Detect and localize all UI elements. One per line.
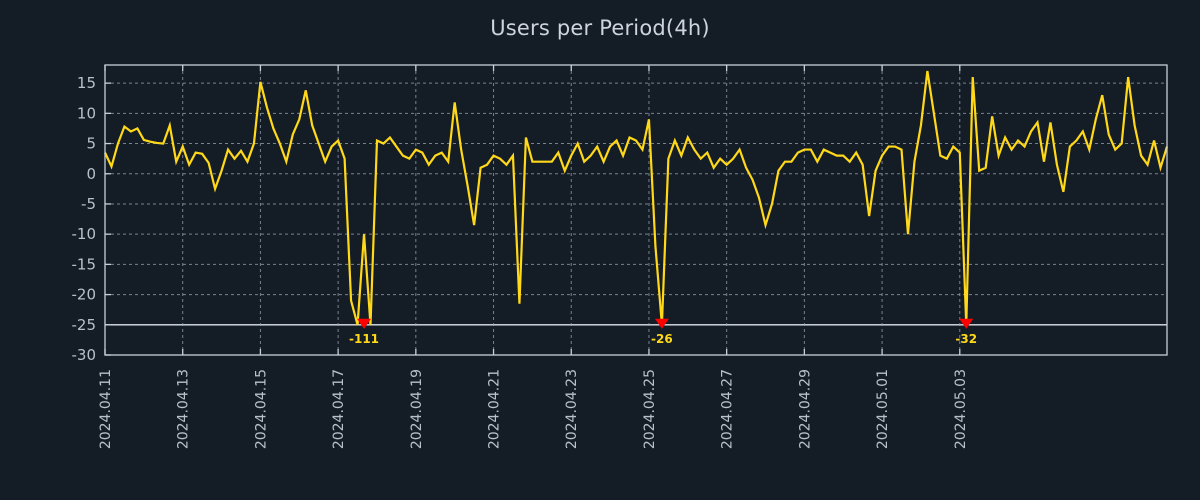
x-axis-tick-label: 2024.04.25	[642, 369, 658, 449]
y-axis-tick-label: 0	[86, 165, 96, 183]
plot-frame	[104, 64, 1168, 356]
y-axis-tick-label: 5	[86, 135, 96, 153]
anomaly-marker-0[interactable]	[357, 318, 372, 329]
anomaly-value-label-2: -32	[955, 332, 977, 346]
x-axis-tick-label: 2024.04.19	[409, 369, 425, 449]
y-axis-tick-label: -25	[72, 316, 97, 334]
x-axis-tick-label: 2024.04.15	[253, 369, 269, 449]
x-axis-tick-label: 2024.04.21	[487, 369, 503, 449]
x-axis-tick-label: 2024.04.27	[720, 369, 736, 449]
y-axis-tick-label: 15	[77, 74, 96, 92]
y-axis-tick-label: 10	[77, 104, 96, 122]
x-axis-tick-label: 2024.04.23	[564, 369, 580, 449]
anomaly-value-label-0: -111	[349, 332, 379, 346]
y-axis-tick-label: -15	[72, 255, 97, 273]
anomaly-value-label-1: -26	[651, 332, 673, 346]
data-series-line	[104, 70, 1169, 326]
y-axis-tick-label: -10	[72, 225, 97, 243]
chart-title: Users per Period(4h)	[490, 16, 710, 40]
x-axis-tick-label: 2024.05.03	[953, 369, 969, 449]
x-axis-tick-label: 2024.04.17	[331, 369, 347, 449]
y-axis-tick-label: -20	[72, 286, 97, 304]
x-axis-tick-label: 2024.04.29	[797, 369, 813, 449]
y-axis-tick-label: -5	[81, 195, 96, 213]
y-axis-tick-label: -30	[72, 346, 97, 364]
x-axis-tick-label: 2024.05.01	[875, 369, 891, 449]
anomaly-marker-2[interactable]	[959, 318, 974, 329]
x-axis-tick-label: 2024.04.11	[98, 369, 114, 449]
anomaly-marker-1[interactable]	[654, 318, 669, 329]
x-axis-tick-label: 2024.04.13	[176, 369, 192, 449]
